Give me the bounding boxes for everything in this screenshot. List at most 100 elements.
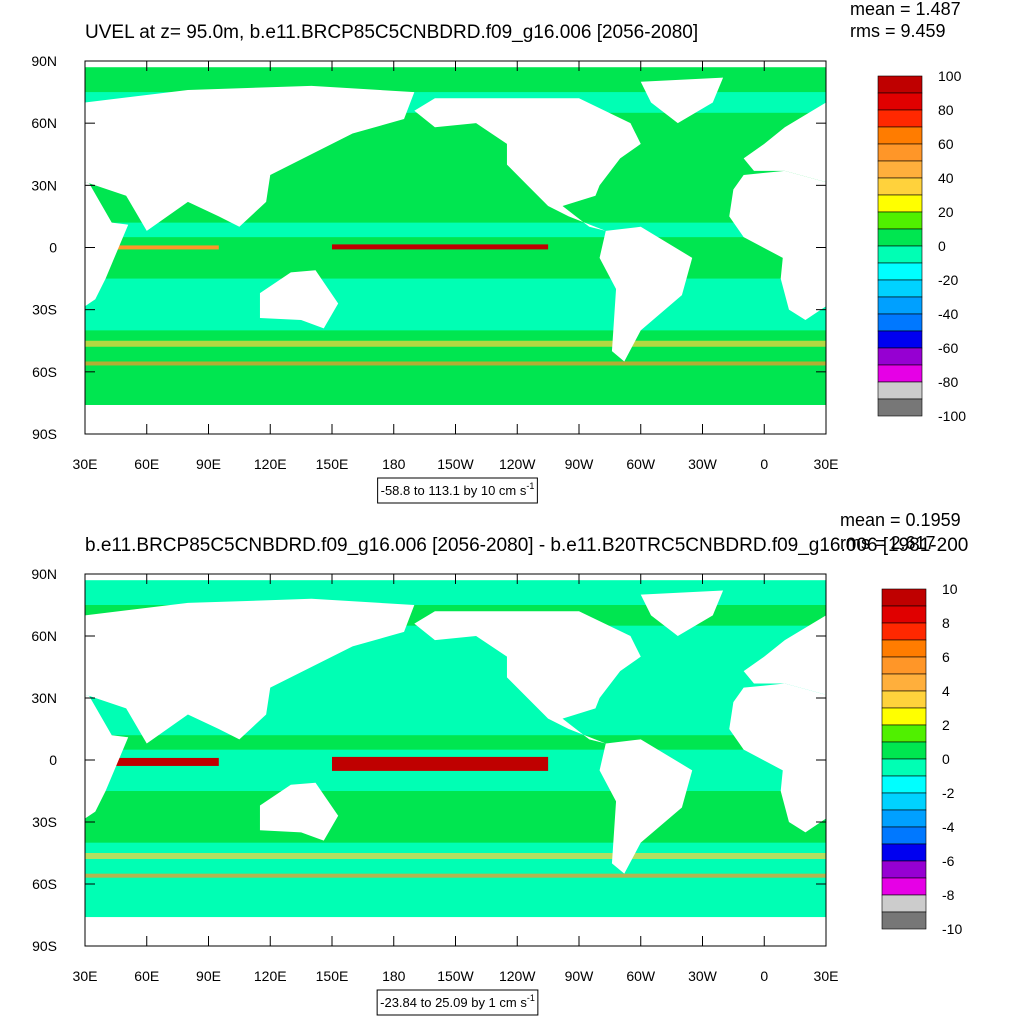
lat-label: 60S: [32, 364, 57, 380]
colorbar-box: [881, 724, 927, 743]
lon-label: 0: [760, 968, 768, 984]
lon-label: 150E: [316, 968, 349, 984]
lat-label: 30N: [31, 690, 57, 706]
land: [414, 98, 641, 231]
lon-label: 150W: [437, 456, 474, 472]
colorbar-label: 100: [938, 68, 962, 84]
field-band: [85, 222, 826, 238]
land: [640, 590, 724, 636]
colorbar-box: [877, 143, 923, 162]
colorbar-box: [877, 211, 923, 230]
land: [259, 270, 339, 329]
colorbar-box: [881, 673, 927, 692]
colorbar-box: [877, 313, 923, 332]
colorbar-label: 2: [942, 717, 950, 733]
lon-label: 30E: [814, 968, 839, 984]
land: [85, 694, 129, 819]
lat-label: 0: [49, 240, 57, 256]
colorbar-box: [877, 330, 923, 349]
colorbar-label: -40: [938, 306, 958, 322]
lat-label: 90N: [31, 53, 57, 69]
lon-label: 90W: [565, 968, 595, 984]
lon-label: 60E: [134, 968, 159, 984]
lat-label: 60N: [31, 115, 57, 131]
lat-label: 0: [49, 752, 57, 768]
equatorial-current: [332, 244, 549, 250]
colorbar-box: [881, 894, 927, 913]
colorbar-box: [877, 75, 923, 94]
equatorial-current: [115, 245, 219, 250]
colorbar-box: [881, 860, 927, 879]
lon-label: 150W: [437, 968, 474, 984]
lon-label: 30E: [73, 456, 98, 472]
lat-label: 60N: [31, 628, 57, 644]
range-note-text: -58.8 to 113.1 by 10 cm s: [381, 483, 527, 498]
colorbar-box: [881, 809, 927, 828]
equatorial-current: [332, 756, 549, 771]
colorbar-box: [881, 639, 927, 658]
colorbar-box: [877, 364, 923, 383]
lon-label: 90E: [196, 456, 221, 472]
colorbar-box: [881, 775, 927, 794]
colorbar-label: 0: [938, 238, 946, 254]
range-note-exponent: -1: [526, 481, 534, 491]
map-field: [85, 580, 1024, 918]
land: [259, 782, 339, 841]
land: [599, 226, 693, 362]
lat-label: 30S: [32, 814, 57, 830]
colorbar-box: [877, 398, 923, 417]
land: [640, 77, 724, 124]
colorbar-label: -80: [938, 374, 958, 390]
colorbar-box: [877, 381, 923, 400]
colorbar-box: [881, 622, 927, 641]
land: [85, 85, 415, 231]
land: [1001, 270, 1024, 328]
colorbar-box: [881, 792, 927, 811]
panel: 90N 60N 30N 0 30S 60S 90S 30E 60E 90E 120E 150E 180 1…: [31, 510, 1024, 1016]
colorbar-box: [877, 347, 923, 366]
lat-label: 90S: [32, 426, 57, 442]
colorbar-box: [877, 245, 923, 264]
map-field: [85, 67, 1024, 405]
field-band: [85, 853, 826, 859]
land: [1001, 783, 1024, 841]
mean-stat: mean = 0.1959: [840, 510, 961, 530]
colorbar-box: [881, 656, 927, 675]
land: [85, 182, 129, 307]
colorbar-label: -8: [942, 887, 955, 903]
colorbar-label: -6: [942, 853, 955, 869]
colorbar-box: [877, 177, 923, 196]
lon-label: 120E: [254, 968, 287, 984]
colorbar-label: -20: [938, 272, 958, 288]
colorbar-label: 40: [938, 170, 954, 186]
colorbar-box: [881, 843, 927, 862]
field-band: [85, 340, 826, 347]
colorbar-box: [881, 911, 927, 930]
land: [85, 598, 415, 744]
colorbar-box: [877, 279, 923, 298]
colorbar-label: 80: [938, 102, 954, 118]
lon-label: 120W: [499, 968, 536, 984]
rms-stat: rms = 2.617: [840, 533, 936, 553]
lon-label: 150E: [316, 456, 349, 472]
land: [743, 102, 826, 183]
lon-label: 90W: [565, 456, 595, 472]
range-note: -58.8 to 113.1 by 10 cm s-1: [381, 481, 535, 498]
lat-label: 90N: [31, 566, 57, 582]
land: [414, 611, 641, 744]
field-band: [85, 278, 826, 331]
colorbar-box: [877, 126, 923, 145]
panel: 90N 60N 30N 0 30S 60S 90S 30E 60E 90E 120E 150E 180 1…: [31, 0, 1024, 504]
field-band: [85, 873, 826, 878]
colorbar-box: [881, 741, 927, 760]
equatorial-current: [115, 757, 219, 766]
colorbar-box: [881, 877, 927, 896]
colorbar-label: -4: [942, 819, 955, 835]
colorbar-label: -60: [938, 340, 958, 356]
rms-stat: rms = 9.459: [850, 21, 946, 41]
lat-label: 30N: [31, 177, 57, 193]
lon-label: 180: [382, 968, 406, 984]
colorbar-box: [881, 605, 927, 624]
land: [743, 615, 826, 695]
